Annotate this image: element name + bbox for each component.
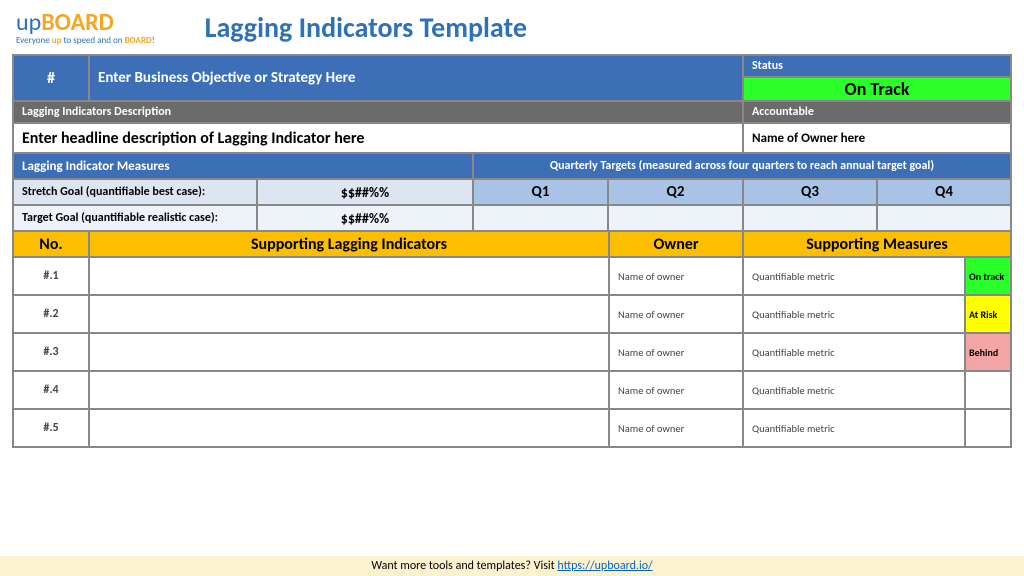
footer-link[interactable]: https://upboard.io/	[557, 559, 652, 573]
tagline: Everyone up to speed and on BOARD!	[16, 35, 155, 46]
row-status: On track	[965, 257, 1011, 295]
row-no: #.1	[13, 257, 89, 295]
q1-header: Q1	[473, 179, 608, 205]
target-label: Target Goal (quantifiable realistic case…	[13, 205, 257, 231]
row-sli[interactable]	[89, 333, 609, 371]
row-owner[interactable]: Name of owner	[609, 295, 743, 333]
row-sli[interactable]	[89, 295, 609, 333]
table-row: #.2 Name of ownerQuantifiable metricAt Ri…	[13, 295, 1011, 333]
row-status	[965, 409, 1011, 447]
col-sli: Supporting Lagging Indicators	[89, 231, 609, 257]
table-row: #.1 Name of ownerQuantifiable metricOn tr…	[13, 257, 1011, 295]
row-owner[interactable]: Name of owner	[609, 409, 743, 447]
table-row: #.3 Name of ownerQuantifiable metricBehin…	[13, 333, 1011, 371]
row-metric[interactable]: Quantifiable metric	[743, 257, 965, 295]
header: upBOARD Everyone up to speed and on BOAR…	[0, 0, 1024, 54]
row-sli[interactable]	[89, 257, 609, 295]
col-owner: Owner	[609, 231, 743, 257]
logo: upBOARD Everyone up to speed and on BOAR…	[16, 8, 155, 46]
row-no: #.4	[13, 371, 89, 409]
q3-header: Q3	[743, 179, 877, 205]
row-status	[965, 371, 1011, 409]
col-num: #	[13, 55, 89, 101]
stretch-value[interactable]: $$##%%	[257, 179, 473, 205]
accountable-label: Accountable	[743, 101, 1011, 123]
row-metric[interactable]: Quantifiable metric	[743, 371, 965, 409]
q3-target[interactable]	[743, 205, 877, 231]
col-no: No.	[13, 231, 89, 257]
footer: Want more tools and templates? Visit htt…	[0, 556, 1024, 576]
desc-value[interactable]: Enter headline description of Lagging In…	[13, 123, 743, 153]
template-sheet: # Enter Business Objective or Strategy H…	[12, 54, 1012, 448]
status-value: On Track	[743, 77, 1011, 101]
col-sm: Supporting Measures	[743, 231, 1011, 257]
target-value[interactable]: $$##%%	[257, 205, 473, 231]
row-no: #.5	[13, 409, 89, 447]
footer-text: Want more tools and templates? Visit	[371, 559, 557, 573]
desc-label: Lagging Indicators Description	[13, 101, 743, 123]
q4-header: Q4	[877, 179, 1011, 205]
page-title: Lagging Indicators Template	[205, 10, 527, 45]
stretch-label: Stretch Goal (quantifiable best case):	[13, 179, 257, 205]
owner-value[interactable]: Name of Owner here	[743, 123, 1011, 153]
q4-target[interactable]	[877, 205, 1011, 231]
logo-board: BOARD	[41, 8, 114, 37]
row-status: Behind	[965, 333, 1011, 371]
row-status: At Risk	[965, 295, 1011, 333]
row-no: #.3	[13, 333, 89, 371]
q2-target[interactable]	[608, 205, 743, 231]
q2-header: Q2	[608, 179, 743, 205]
measures-label: Lagging Indicator Measures	[13, 153, 473, 179]
table-row: #.5 Name of ownerQuantifiable metric	[13, 409, 1011, 447]
row-no: #.2	[13, 295, 89, 333]
quarterly-label: Quarterly Targets (measured across four …	[473, 153, 1011, 179]
row-owner[interactable]: Name of owner	[609, 333, 743, 371]
status-label: Status	[743, 55, 1011, 77]
row-metric[interactable]: Quantifiable metric	[743, 295, 965, 333]
q1-target[interactable]	[473, 205, 608, 231]
logo-up: up	[16, 8, 41, 37]
row-metric[interactable]: Quantifiable metric	[743, 409, 965, 447]
row-owner[interactable]: Name of owner	[609, 371, 743, 409]
row-sli[interactable]	[89, 409, 609, 447]
objective-cell[interactable]: Enter Business Objective or Strategy Her…	[89, 55, 743, 101]
row-metric[interactable]: Quantifiable metric	[743, 333, 965, 371]
table-row: #.4 Name of ownerQuantifiable metric	[13, 371, 1011, 409]
row-owner[interactable]: Name of owner	[609, 257, 743, 295]
row-sli[interactable]	[89, 371, 609, 409]
